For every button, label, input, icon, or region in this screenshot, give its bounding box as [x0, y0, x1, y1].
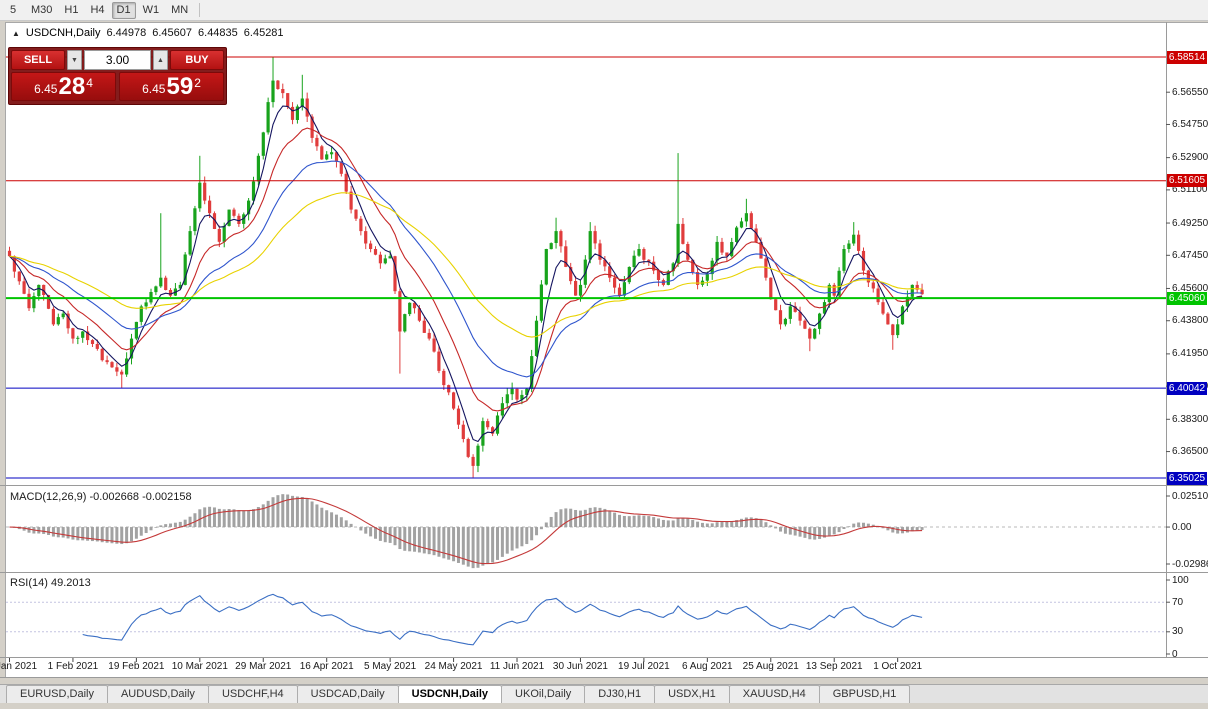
chart-tab-ukoil[interactable]: UKOil,Daily — [501, 685, 586, 703]
buy-price-display: 6.45 59 2 — [119, 72, 224, 101]
chart-window — [5, 22, 1208, 678]
volume-input[interactable] — [84, 50, 151, 70]
sell-button[interactable]: SELL — [11, 50, 65, 70]
timeframe-button-h4[interactable]: H4 — [90, 4, 105, 16]
chart-tab-dj30[interactable]: DJ30,H1 — [584, 685, 656, 703]
buy-price-point: 2 — [194, 76, 201, 90]
chart-tab-usdx[interactable]: USDX,H1 — [654, 685, 730, 703]
chart-tab-gbpusd[interactable]: GBPUSD,H1 — [818, 685, 911, 703]
timeframe-button-w1[interactable]: W1 — [142, 4, 160, 16]
sell-price-pips: 28 — [58, 73, 86, 100]
toolbar-separator — [199, 3, 201, 17]
one-click-trading-panel: SELL ▼ ▲ BUY 6.45 28 4 6.45 59 2 — [8, 47, 227, 105]
sell-price-point: 4 — [86, 76, 93, 90]
volume-up-icon[interactable]: ▲ — [153, 50, 168, 70]
chart-tab-xauusd[interactable]: XAUUSD,H4 — [728, 685, 820, 703]
trade-panel-prices: 6.45 28 4 6.45 59 2 — [11, 72, 224, 101]
chart-tab-eurusd[interactable]: EURUSD,Daily — [6, 685, 108, 703]
timeframe-button-d1[interactable]: D1 — [111, 1, 136, 19]
buy-button[interactable]: BUY — [170, 50, 224, 70]
buy-price-pips: 59 — [166, 73, 194, 100]
timeframe-button-h1[interactable]: H1 — [64, 4, 79, 16]
timeframe-button-mn[interactable]: MN — [171, 4, 189, 16]
chart-tab-usdcnh[interactable]: USDCNH,Daily — [397, 685, 503, 703]
chart-tab-audusd[interactable]: AUDUSD,Daily — [106, 685, 209, 703]
volume-down-icon[interactable]: ▼ — [67, 50, 82, 70]
chart-tabs-bar: EURUSD,Daily AUDUSD,Daily USDCHF,H4 USDCAD,… — [0, 684, 1208, 703]
timeframe-button-m30[interactable]: M30 — [31, 4, 53, 16]
trade-panel-controls: SELL ▼ ▲ BUY — [11, 50, 224, 70]
sell-price-base: 6.45 — [34, 82, 58, 96]
timeframe-toolbar: 5 M30 H1 H4 D1 W1 MN — [0, 0, 1208, 21]
buy-price-base: 6.45 — [142, 82, 166, 96]
chart-tab-usdcad[interactable]: USDCAD,Daily — [296, 685, 399, 703]
timeframe-button-5[interactable]: 5 — [9, 4, 17, 16]
sell-price-display: 6.45 28 4 — [11, 72, 116, 101]
chart-tab-usdchf[interactable]: USDCHF,H4 — [207, 685, 298, 703]
